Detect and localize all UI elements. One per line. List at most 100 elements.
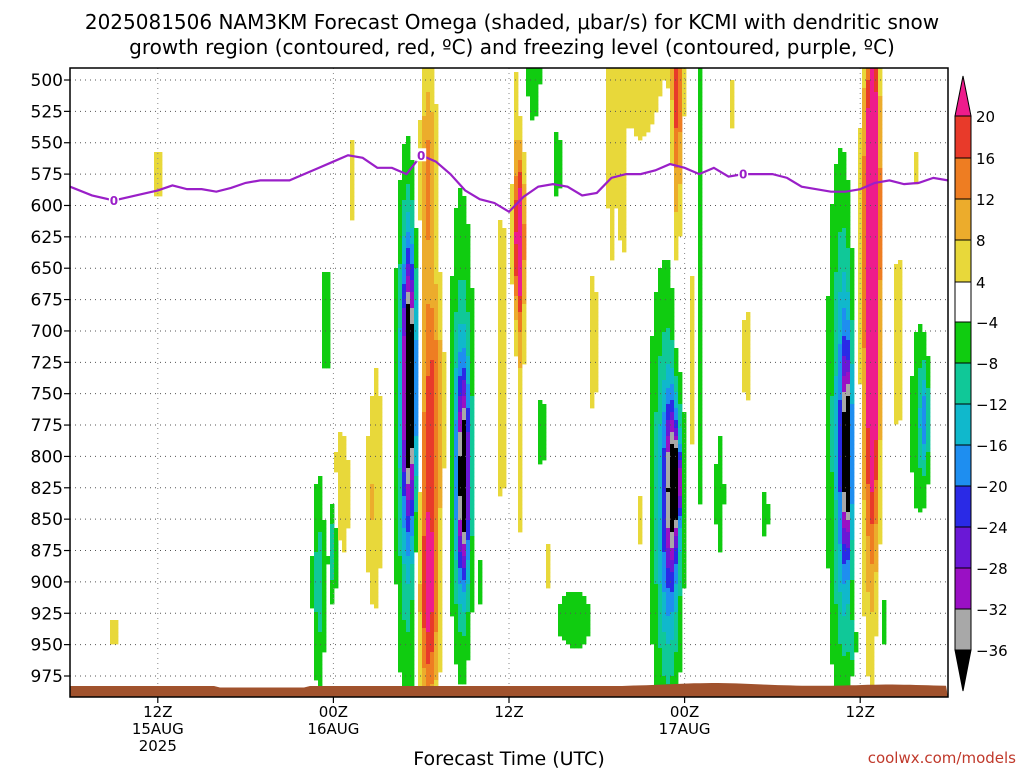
- omega-cell: [394, 392, 399, 397]
- omega-cell: [522, 276, 527, 281]
- omega-cell: [350, 208, 355, 213]
- omega-cell: [666, 452, 671, 457]
- omega-cell: [466, 636, 471, 641]
- omega-cell: [458, 344, 463, 349]
- omega-cell: [566, 624, 571, 629]
- omega-cell: [678, 460, 683, 465]
- omega-cell: [462, 252, 467, 257]
- omega-cell: [398, 668, 403, 673]
- omega-cell: [638, 68, 643, 73]
- omega-cell: [430, 472, 435, 477]
- omega-cell: [514, 216, 519, 221]
- omega-cell: [462, 248, 467, 253]
- omega-cell: [430, 80, 435, 85]
- omega-cell: [394, 328, 399, 333]
- omega-cell: [658, 604, 663, 609]
- omega-cell: [422, 504, 427, 509]
- omega-cell: [610, 124, 615, 129]
- omega-cell: [458, 500, 463, 505]
- omega-cell: [378, 448, 383, 453]
- omega-cell: [370, 496, 375, 501]
- omega-cell: [514, 128, 519, 133]
- omega-cell: [606, 172, 611, 177]
- omega-cell: [394, 456, 399, 461]
- omega-cell: [410, 268, 415, 273]
- omega-cell: [410, 172, 415, 177]
- omega-cell: [762, 520, 767, 525]
- omega-cell: [530, 100, 535, 105]
- omega-cell: [454, 524, 459, 529]
- omega-cell: [650, 484, 655, 489]
- omega-cell: [658, 92, 663, 97]
- omega-cell: [674, 524, 679, 529]
- omega-cell: [458, 444, 463, 449]
- omega-cell: [338, 520, 343, 525]
- omega-cell: [518, 212, 523, 217]
- omega-cell: [658, 524, 663, 529]
- omega-cell: [674, 364, 679, 369]
- omega-cell: [622, 72, 627, 77]
- omega-cell: [662, 512, 667, 517]
- omega-cell: [470, 400, 475, 405]
- omega-cell: [514, 344, 519, 349]
- omega-cell: [338, 488, 343, 493]
- omega-cell: [678, 628, 683, 633]
- omega-cell: [502, 392, 507, 397]
- omega-cell: [674, 348, 679, 353]
- omega-cell: [610, 128, 615, 133]
- omega-cell: [662, 504, 667, 509]
- omega-cell: [466, 468, 471, 473]
- omega-cell: [478, 600, 483, 605]
- omega-cell: [690, 276, 695, 281]
- omega-cell: [742, 344, 747, 349]
- omega-cell: [406, 324, 411, 329]
- omega-cell: [366, 532, 371, 537]
- omega-cell: [406, 588, 411, 593]
- omega-cell: [398, 316, 403, 321]
- omega-cell: [658, 336, 663, 341]
- omega-cell: [426, 580, 431, 585]
- omega-cell: [518, 528, 523, 533]
- omega-cell: [466, 508, 471, 513]
- omega-cell: [418, 168, 423, 173]
- omega-cell: [730, 116, 735, 121]
- omega-cell: [650, 560, 655, 565]
- omega-cell: [314, 508, 319, 513]
- omega-cell: [670, 332, 675, 337]
- omega-cell: [370, 520, 375, 525]
- omega-cell: [682, 428, 687, 433]
- omega-cell: [374, 548, 379, 553]
- omega-cell: [430, 168, 435, 173]
- omega-cell: [554, 184, 559, 189]
- omega-cell: [674, 576, 679, 581]
- omega-cell: [314, 576, 319, 581]
- omega-cell: [410, 332, 415, 337]
- omega-cell: [414, 264, 419, 269]
- omega-cell: [406, 616, 411, 621]
- omega-cell: [322, 532, 327, 537]
- omega-cell: [318, 676, 323, 681]
- omega-cell: [430, 204, 435, 209]
- omega-cell: [498, 272, 503, 277]
- omega-cell: [682, 552, 687, 557]
- omega-cell: [498, 228, 503, 233]
- omega-cell: [674, 232, 679, 237]
- omega-cell: [430, 568, 435, 573]
- omega-cell: [410, 476, 415, 481]
- omega-cell: [434, 400, 439, 405]
- omega-cell: [450, 584, 455, 589]
- omega-cell: [650, 372, 655, 377]
- omega-cell: [430, 364, 435, 369]
- omega-cell: [674, 416, 679, 421]
- omega-cell: [394, 300, 399, 305]
- omega-cell: [366, 488, 371, 493]
- omega-cell: [422, 180, 427, 185]
- omega-cell: [658, 72, 663, 77]
- omega-cell: [654, 92, 659, 97]
- omega-cell: [826, 408, 831, 413]
- omega-cell: [522, 224, 527, 229]
- omega-cell: [618, 156, 623, 161]
- omega-cell: [678, 160, 683, 165]
- omega-cell: [322, 292, 327, 297]
- omega-cell: [674, 140, 679, 145]
